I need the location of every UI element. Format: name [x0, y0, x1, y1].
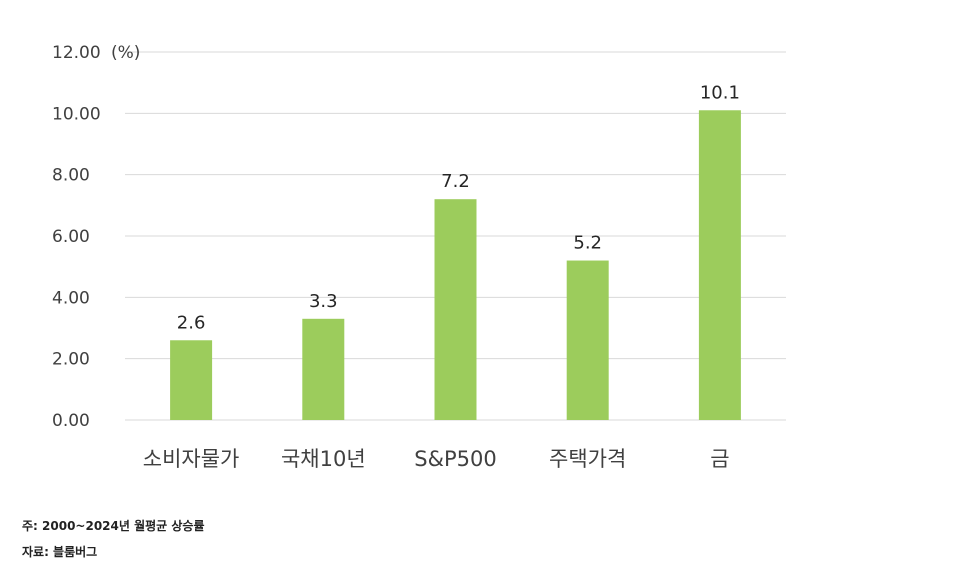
y-tick-label: 4.00 [52, 288, 90, 308]
x-category-label: 소비자물가 [143, 447, 240, 471]
bar [698, 110, 741, 421]
data-label: 10.1 [700, 82, 740, 103]
chart-footnote: 주: 2000~2024년 월평균 상승률 [22, 519, 205, 533]
bar [302, 318, 345, 420]
bar-chart: 0.00 2.00 4.00 6.00 8.00 10.00 12.00 (%) 2.6 소비자물… [52, 43, 786, 471]
y-axis-unit: (%) [111, 43, 140, 63]
bar [566, 260, 609, 420]
y-tick-label: 8.00 [52, 166, 90, 186]
x-category-label: 금 [710, 447, 729, 471]
y-tick-label: 2.00 [52, 350, 90, 370]
y-tick-label: 6.00 [52, 227, 90, 247]
chart-source: 자료: 블룸버그 [22, 545, 98, 559]
data-label: 2.6 [177, 312, 206, 333]
x-category-label: 국채10년 [281, 447, 366, 471]
x-category-label: 주택가격 [549, 447, 626, 471]
bar [170, 340, 213, 420]
y-tick-label: 12.00 [52, 43, 101, 63]
data-label: 5.2 [573, 233, 602, 254]
y-tick-label: 0.00 [52, 411, 90, 431]
x-category-label: S&P500 [414, 447, 496, 471]
data-label: 7.2 [441, 171, 470, 192]
data-label: 3.3 [309, 291, 338, 312]
bar [434, 199, 477, 420]
y-tick-label: 10.00 [52, 104, 101, 124]
